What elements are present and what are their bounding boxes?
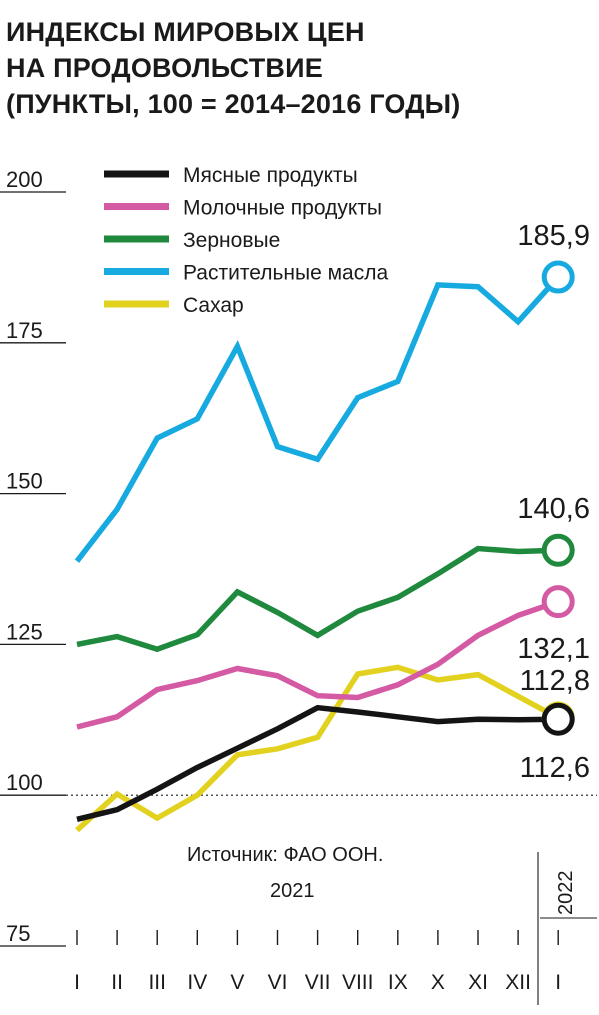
end-label-зерновые: 140,6: [517, 493, 590, 525]
series-lines: [74, 275, 561, 833]
end-label-мясные-продукты: 112,6: [520, 752, 590, 784]
x-tick-label-4: V: [230, 971, 244, 994]
y-axis: 200 175 150 125 100 75: [0, 167, 66, 947]
y-tick-label-100: 100: [6, 770, 43, 795]
y-tick-label-150: 150: [6, 469, 43, 494]
chart-title-line-2: НА ПРОДОВОЛЬСТВИЕ: [6, 53, 323, 83]
end-marker-растительные-масла: [541, 260, 575, 294]
end-marker-мясные-продукты: [541, 702, 575, 736]
x-tick-label-3: IV: [187, 971, 207, 994]
chart-title: ИНДЕКСЫ МИРОВЫХ ЦЕН НА ПРОДОВОЛЬСТВИЕ (П…: [6, 14, 596, 122]
end-label-сахар: 112,8: [520, 665, 590, 697]
year-label-2021: 2021: [270, 880, 315, 902]
y-tick-label-125: 125: [6, 619, 43, 644]
end-label-молочные-продукты: 132,1: [517, 633, 590, 665]
legend-label-мясные-продукты: Мясные продукты: [183, 164, 358, 187]
x-tick-label-7: VIII: [342, 971, 374, 994]
end-marker-зерновые: [541, 533, 575, 567]
legend-label-сахар: Сахар: [183, 294, 244, 317]
x-tick-label-11: XII: [505, 971, 531, 994]
legend-label-растительные-масла: Растительные масла: [183, 262, 388, 285]
source-note: Источник: ФАО ООН.: [187, 844, 383, 866]
y-tick-label-75: 75: [6, 921, 30, 946]
legend-label-молочные-продукты: Молочные продукты: [183, 197, 382, 220]
end-label-растительные-масла: 185,9: [517, 220, 590, 252]
x-tick-label-10: XI: [468, 971, 488, 994]
x-tick-label-8: IX: [388, 971, 408, 994]
end-markers: [541, 260, 575, 736]
legend-label-зерновые: Зерновые: [183, 229, 280, 252]
notes: Источник: ФАО ООН. 2021 2022: [187, 844, 577, 915]
y-tick-label-200: 200: [6, 167, 43, 192]
series-line-молочные-продукты: [76, 598, 560, 730]
year-label-2022: 2022: [555, 871, 577, 916]
end-marker-молочные-продукты: [541, 585, 575, 619]
series-line-растительные-масла: [74, 275, 561, 563]
x-tick-label-6: VII: [305, 971, 331, 994]
chart-title-line-3: (ПУНКТЫ, 100 = 2014–2016 ГОДЫ): [6, 89, 461, 119]
x-tick-label-5: VI: [268, 971, 288, 994]
series-line-зерновые: [76, 545, 559, 653]
series-line-сахар: [75, 664, 560, 833]
chart-title-line-1: ИНДЕКСЫ МИРОВЫХ ЦЕН: [6, 17, 365, 47]
x-tick-label-2: III: [148, 971, 166, 994]
series-line-мясные-продукты: [76, 704, 559, 822]
legend: Мясные продукты Молочные продукты Зерновые…: [104, 164, 388, 317]
x-axis: I II III IV V VI VII VIII IX X XI XII I: [74, 852, 597, 1005]
x-tick-label-1: II: [111, 971, 123, 994]
x-tick-label-12: I: [555, 971, 561, 994]
y-tick-label-175: 175: [6, 318, 43, 343]
x-tick-label-9: X: [431, 971, 445, 994]
x-tick-label-0: I: [74, 971, 80, 994]
